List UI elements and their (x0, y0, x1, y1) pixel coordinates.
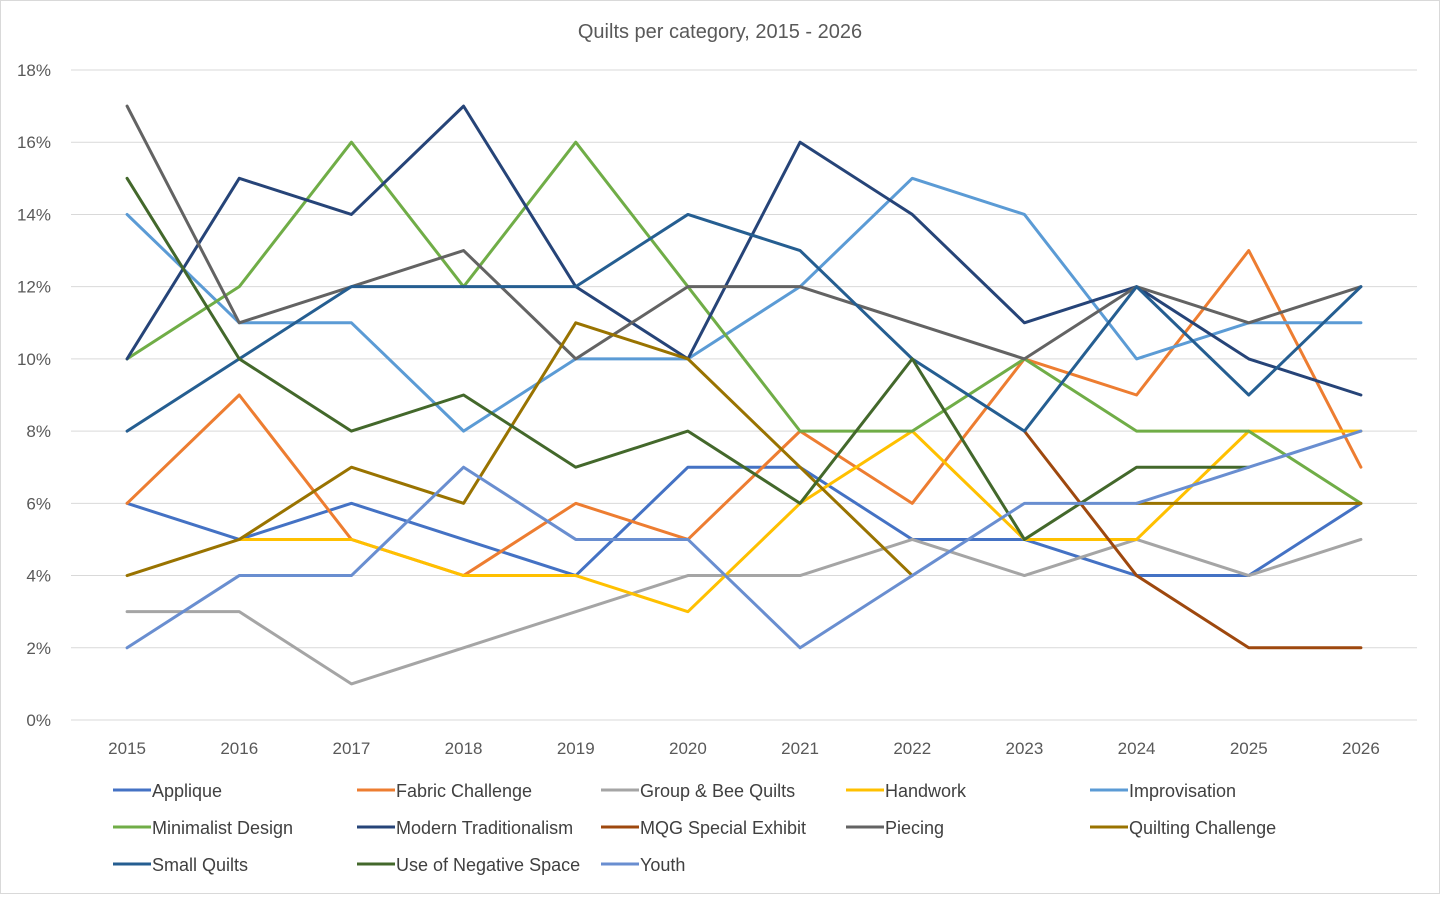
x-tick-label: 2016 (220, 739, 258, 758)
legend-label: Quilting Challenge (1129, 818, 1276, 838)
y-tick-label: 4% (26, 567, 51, 586)
legend-item-piecing: Piecing (846, 818, 944, 838)
y-tick-label: 2% (26, 639, 51, 658)
x-tick-label: 2026 (1342, 739, 1380, 758)
x-tick-label: 2024 (1118, 739, 1156, 758)
legend-label: Improvisation (1129, 781, 1236, 801)
legend-label: Handwork (885, 781, 967, 801)
y-tick-label: 8% (26, 422, 51, 441)
legend-item-use-of-negative-space: Use of Negative Space (357, 855, 580, 875)
legend-item-handwork: Handwork (846, 781, 967, 801)
y-tick-label: 10% (17, 350, 51, 369)
x-tick-label: 2020 (669, 739, 707, 758)
legend-item-improvisation: Improvisation (1090, 781, 1236, 801)
gridlines (71, 69, 1417, 721)
chart-title: Quilts per category, 2015 - 2026 (578, 21, 862, 43)
x-tick-label: 2021 (781, 739, 819, 758)
legend-item-mqg-special-exhibit: MQG Special Exhibit (601, 818, 806, 838)
legend-item-applique: Applique (113, 781, 222, 801)
y-axis-tick-labels: 0% 2% 4% 6% 8% 10% 12% 14% 16% 18% (17, 61, 51, 730)
series-line-piecing (125, 104, 1363, 361)
x-tick-label: 2017 (333, 739, 371, 758)
x-axis-tick-labels: 2015 2016 2017 2018 2019 2020 2021 2022 2023 2024… (108, 739, 1380, 758)
y-tick-label: 18% (17, 61, 51, 80)
legend-label: Youth (640, 855, 685, 875)
legend-item-modern-traditionalism: Modern Traditionalism (357, 818, 573, 838)
legend-label: Applique (152, 781, 222, 801)
x-tick-label: 2023 (1006, 739, 1044, 758)
x-tick-label: 2015 (108, 739, 146, 758)
legend-item-quilting-challenge: Quilting Challenge (1090, 818, 1276, 838)
legend-item-group-bee-quilts: Group & Bee Quilts (601, 781, 795, 801)
series-line-minimalist-design (125, 140, 1363, 505)
x-tick-label: 2019 (557, 739, 595, 758)
legend-label: Use of Negative Space (396, 855, 580, 875)
series-line-quilting-challenge (125, 321, 914, 578)
y-tick-label: 16% (17, 133, 51, 152)
x-tick-label: 2025 (1230, 739, 1268, 758)
y-tick-label: 0% (26, 711, 51, 730)
x-tick-label: 2022 (893, 739, 931, 758)
series-line-use-of-negative-space (125, 176, 1251, 541)
legend-label: Small Quilts (152, 855, 248, 875)
legend-label: Piecing (885, 818, 944, 838)
legend-label: Group & Bee Quilts (640, 781, 795, 801)
legend-item-fabric-challenge: Fabric Challenge (357, 781, 532, 801)
legend-item-youth: Youth (601, 855, 685, 875)
series-line-fabric-challenge (125, 249, 1363, 578)
x-tick-label: 2018 (445, 739, 483, 758)
series-line-modern-traditionalism (125, 104, 1363, 397)
legend-label: Fabric Challenge (396, 781, 532, 801)
legend-label: Modern Traditionalism (396, 818, 573, 838)
series-line-youth (125, 429, 1363, 650)
y-tick-label: 6% (26, 494, 51, 513)
series-line-group-bee-quilts (125, 537, 1363, 686)
legend-item-minimalist-design: Minimalist Design (113, 818, 293, 838)
legend-item-small-quilts: Small Quilts (113, 855, 248, 875)
series-line-improvisation (125, 176, 1363, 433)
series-lines (125, 104, 1363, 686)
legend-label: Minimalist Design (152, 818, 293, 838)
series-line-small-quilts (125, 212, 1363, 433)
legend-label: MQG Special Exhibit (640, 818, 806, 838)
y-tick-label: 12% (17, 278, 51, 297)
legend: Applique Fabric Challenge Group & Bee Quil… (113, 781, 1276, 875)
y-tick-label: 14% (17, 205, 51, 224)
